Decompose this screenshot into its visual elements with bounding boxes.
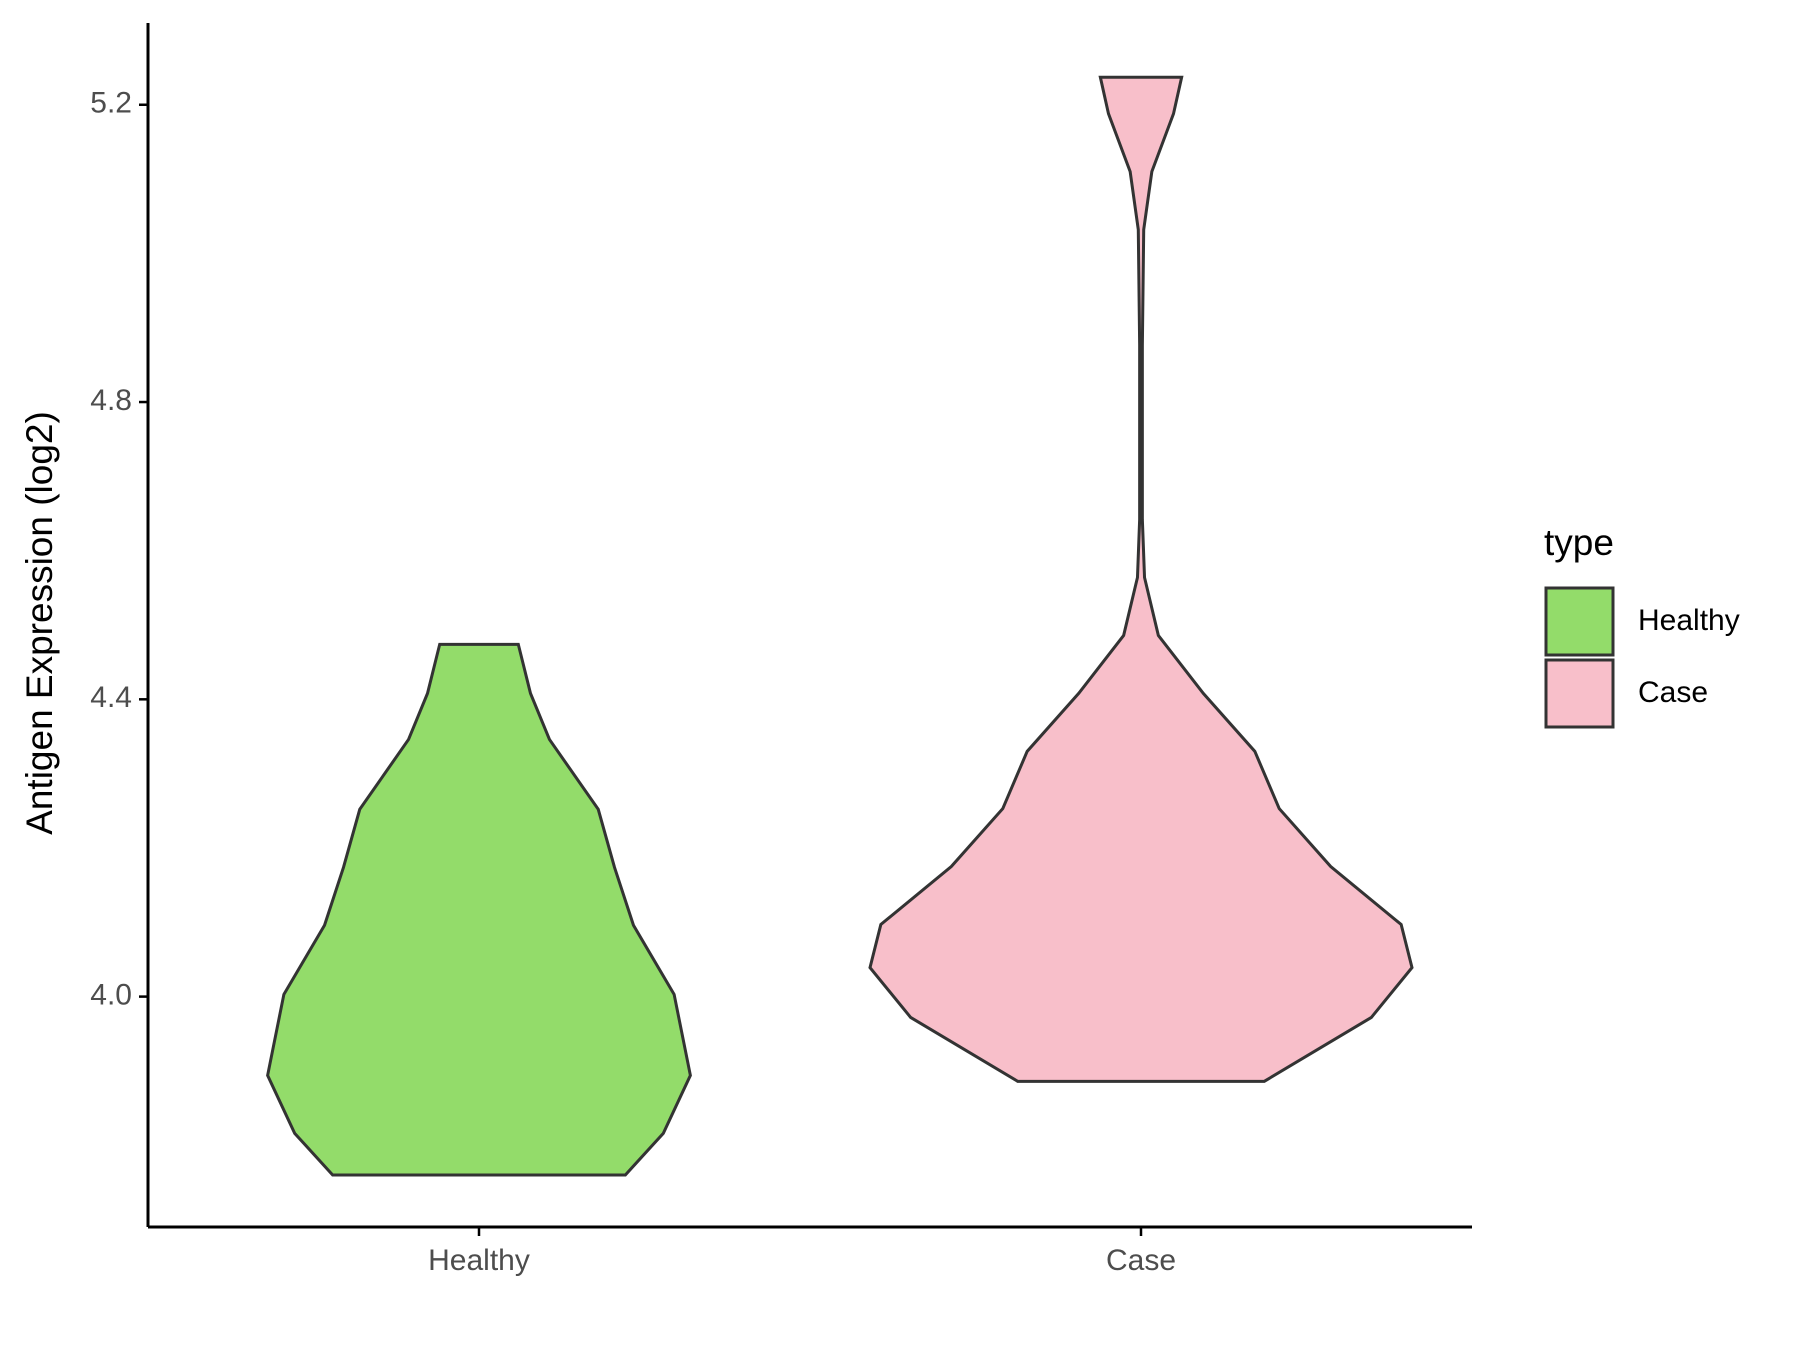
y-axis-title: Antigen Expression (log2)	[19, 411, 60, 835]
violin	[266, 642, 692, 1177]
y-tick-label: 4.8	[90, 384, 132, 417]
legend-title: type	[1544, 522, 1614, 563]
x-tick-label: Case	[1106, 1244, 1176, 1277]
legend-key	[1544, 658, 1615, 729]
legend-label: Healthy	[1638, 604, 1740, 637]
legend-key	[1544, 586, 1615, 657]
legend-label: Case	[1638, 676, 1708, 709]
violin	[868, 75, 1414, 1083]
y-tick-label: 4.4	[90, 681, 132, 714]
x-tick-label: Healthy	[428, 1244, 530, 1277]
y-tick-label: 5.2	[90, 87, 132, 120]
y-tick-label: 4.0	[90, 979, 132, 1012]
